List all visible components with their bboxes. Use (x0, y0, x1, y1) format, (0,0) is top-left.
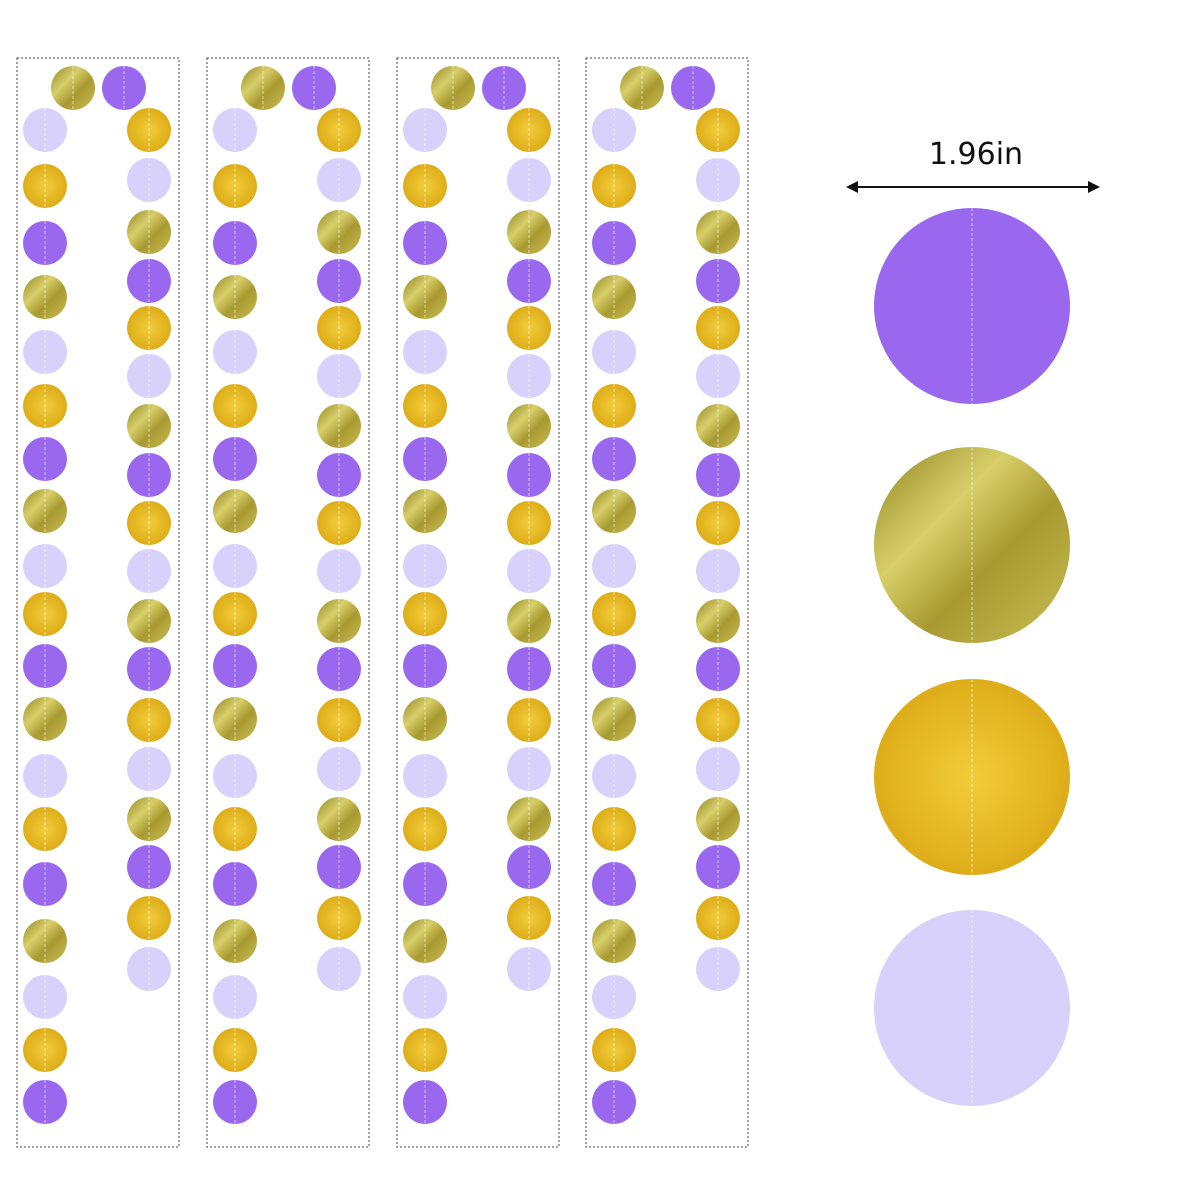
strand-frame (16, 57, 180, 1148)
strand-frame (206, 57, 370, 1148)
strand-frame (585, 57, 749, 1148)
color-swatches (874, 208, 1070, 1106)
strand-frame (396, 57, 560, 1148)
garland-strands (16, 57, 749, 1148)
dimension-arrow (846, 181, 1100, 193)
dimension-label: 1.96in (929, 137, 1023, 172)
